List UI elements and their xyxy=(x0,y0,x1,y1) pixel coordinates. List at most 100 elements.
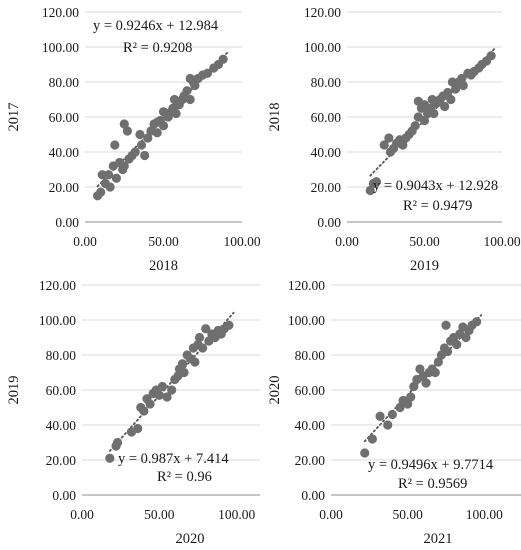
y-tick-label: 0.00 xyxy=(301,488,325,503)
data-point xyxy=(224,320,234,330)
data-point xyxy=(486,51,496,61)
trendline-equation: y = 0.9043x + 12.928 xyxy=(373,178,498,194)
data-point xyxy=(119,119,129,129)
y-tick-label: 20.00 xyxy=(46,453,77,468)
y-tick-label: 120.00 xyxy=(288,278,325,293)
scatter-panel-4: 0.00 20.00 40.00 60.00 80.00 100.00 120.00 0.00… xyxy=(267,278,521,547)
data-point xyxy=(403,399,413,409)
y-axis-title: 2019 xyxy=(6,376,22,405)
x-tick-label: 100.00 xyxy=(223,234,260,249)
data-point xyxy=(446,94,456,105)
data-point xyxy=(136,140,147,150)
data-point xyxy=(395,402,405,413)
data-point xyxy=(472,317,482,327)
y-tick-label: 100.00 xyxy=(288,313,325,328)
data-point xyxy=(430,367,440,378)
data-point xyxy=(190,80,200,91)
data-point xyxy=(190,357,200,367)
data-point xyxy=(157,381,168,392)
x-tick-label: 100.00 xyxy=(218,507,255,522)
data-point xyxy=(410,121,420,131)
data-point xyxy=(198,343,208,353)
data-point xyxy=(143,133,153,143)
data-point xyxy=(398,140,408,150)
r-squared-label: R² = 0.96 xyxy=(157,469,212,485)
x-tick-label: 50.00 xyxy=(144,507,175,522)
trendline-equation: y = 0.9496x + 9.7714 xyxy=(368,457,494,473)
data-point xyxy=(135,129,145,140)
x-tick-label: 100.00 xyxy=(466,507,503,522)
data-point xyxy=(429,108,439,119)
x-axis-title: 2021 xyxy=(424,531,453,547)
data-point xyxy=(371,177,382,187)
y-tick-label: 40.00 xyxy=(311,145,342,160)
data-point xyxy=(452,339,462,350)
y-tick-label: 40.00 xyxy=(49,145,80,160)
r-squared-label: R² = 0.9569 xyxy=(398,476,467,492)
x-axis-title: 2018 xyxy=(149,258,178,274)
y-tick-label: 40.00 xyxy=(295,418,326,433)
data-point xyxy=(458,80,468,91)
y-tick-label: 100.00 xyxy=(42,40,79,55)
data-point xyxy=(202,68,213,78)
data-point xyxy=(421,378,431,388)
y-tick-label: 60.00 xyxy=(46,383,77,398)
data-point xyxy=(179,367,189,378)
data-point xyxy=(433,357,443,367)
data-point xyxy=(194,332,205,343)
y-tick-label: 0.00 xyxy=(317,215,341,230)
data-point xyxy=(379,140,389,150)
x-axis-title: 2020 xyxy=(176,531,205,547)
data-point xyxy=(133,423,143,434)
scatter-panel-1: 0.00 20.00 40.00 60.00 80.00 100.00 120.00 0.00… xyxy=(6,5,260,274)
data-point xyxy=(440,101,450,112)
data-point xyxy=(103,170,114,180)
scatter-panel-2: 0.00 20.00 40.00 60.00 80.00 100.00 120.00 0.00… xyxy=(267,5,521,274)
data-point xyxy=(139,406,149,416)
y-tick-label: 20.00 xyxy=(295,453,326,468)
data-point xyxy=(443,87,453,98)
r-squared-label: R² = 0.9479 xyxy=(403,198,472,214)
data-point xyxy=(419,115,430,126)
y-tick-label: 80.00 xyxy=(311,75,342,90)
x-tick-label: 50.00 xyxy=(148,234,179,249)
data-point xyxy=(218,54,228,64)
trendline-equation: y = 0.987x + 7.414 xyxy=(118,451,229,467)
data-point xyxy=(105,182,115,192)
x-tick-label: 0.00 xyxy=(319,507,343,522)
data-point xyxy=(110,140,120,150)
y-tick-label: 0.00 xyxy=(52,488,76,503)
x-tick-label: 0.00 xyxy=(73,234,97,249)
data-point xyxy=(415,364,425,374)
y-tick-label: 120.00 xyxy=(42,5,79,20)
data-point xyxy=(162,392,172,402)
data-point xyxy=(182,86,192,96)
data-point xyxy=(441,320,451,330)
y-tick-label: 100.00 xyxy=(304,40,341,55)
scatter-panel-3: 0.00 20.00 40.00 60.00 80.00 100.00 120.00 0.00… xyxy=(6,278,260,547)
r-squared-label: R² = 0.9208 xyxy=(123,40,192,56)
y-tick-label: 80.00 xyxy=(46,348,77,363)
data-point xyxy=(167,385,177,395)
data-point xyxy=(140,150,150,161)
data-point xyxy=(406,392,416,402)
y-tick-label: 20.00 xyxy=(49,180,80,195)
data-point xyxy=(383,420,393,430)
data-point xyxy=(112,437,123,448)
data-point xyxy=(387,409,397,420)
data-point xyxy=(442,346,453,357)
data-point xyxy=(461,332,471,343)
x-tick-label: 0.00 xyxy=(70,507,94,522)
data-point xyxy=(457,73,467,84)
y-tick-label: 60.00 xyxy=(49,110,80,125)
y-tick-label: 0.00 xyxy=(55,215,79,230)
data-point xyxy=(365,185,375,196)
data-point xyxy=(409,381,419,392)
y-axis-title: 2018 xyxy=(267,103,283,132)
data-point xyxy=(130,147,140,157)
data-point xyxy=(111,173,121,183)
x-tick-label: 50.00 xyxy=(409,234,440,249)
data-point xyxy=(105,453,115,463)
data-point xyxy=(367,434,377,444)
